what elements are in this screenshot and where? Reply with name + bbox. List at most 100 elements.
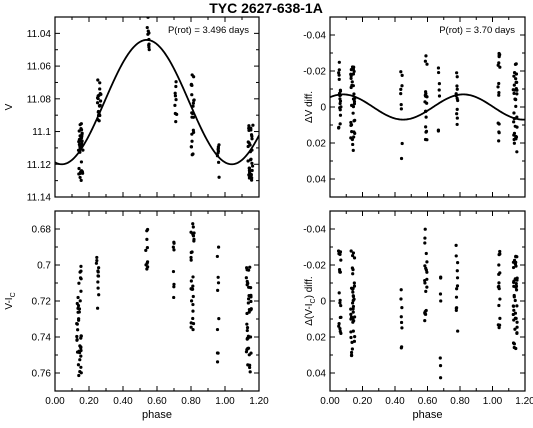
data-point [399,156,404,161]
data-point [76,363,81,367]
data-point [436,70,441,75]
data-point [245,328,249,333]
data-point [454,306,458,310]
y-axis-label: V [4,103,15,110]
data-point [249,128,253,132]
data-point [249,173,253,177]
data-point [455,276,460,280]
data-point [338,252,342,256]
data-point [497,139,501,143]
period-annotation: P(rot) = 3.496 days [168,25,249,36]
data-point [191,152,195,156]
data-point [191,284,195,288]
data-point [217,160,221,164]
data-point [245,268,249,272]
data-point [95,258,99,263]
data-point [192,75,196,79]
y-axis-label: V-IC [4,292,17,309]
data-point [147,45,151,49]
data-point [514,316,518,321]
data-point [353,335,357,339]
data-point [456,329,460,333]
data-point [423,312,428,316]
data-point [250,178,254,182]
y-tick-label: 0.76 [32,369,52,380]
y-tick-label: 0.72 [32,297,52,308]
data-point [77,373,81,378]
data-point [498,297,502,301]
data-point [425,62,429,66]
data-point [172,282,176,286]
data-point [424,54,428,58]
data-point [79,346,83,350]
data-point [349,317,353,321]
data-point [191,316,195,321]
data-point [216,275,220,279]
data-point [77,137,82,142]
fit-curve [330,93,525,121]
data-point [215,327,220,332]
data-point [217,143,221,147]
y-tick-label: 11.12 [27,160,52,171]
data-point [512,111,516,115]
data-point [189,258,193,262]
data-point [423,278,427,283]
data-point [189,145,193,149]
data-point [423,319,427,323]
data-point [78,175,82,180]
data-point [189,287,193,291]
data-point [246,297,251,301]
data-point [424,125,428,129]
data-point [515,255,519,259]
y-tick-label: 11.1 [32,127,51,138]
data-point [351,251,356,255]
data-point [436,128,441,132]
data-point [173,94,178,98]
y-tick-label: 0.74 [32,333,52,344]
data-point [77,318,81,322]
data-point [514,87,518,91]
data-point [97,293,101,297]
data-point [173,91,177,95]
data-point [513,311,518,315]
data-point [81,148,85,152]
data-point [79,127,83,131]
data-point [250,161,254,165]
data-point [515,331,519,335]
data-point [248,265,252,269]
data-point [455,75,459,79]
data-point [424,266,428,270]
data-point [497,93,501,97]
data-point [79,269,83,273]
data-point [189,230,193,234]
data-point [425,101,429,105]
data-point [349,76,353,80]
panel-dV: -0.04 -0.02 0 0.02 0.04 ΔV diff. P(rot) = 3.70… [303,16,526,198]
data-point [337,125,341,129]
x-tick-label: 0.20 [353,396,373,407]
data-point [498,249,502,254]
data-point [497,130,501,134]
data-point [190,111,194,115]
data-point [250,164,255,168]
data-point [400,326,404,330]
data-point [352,256,357,260]
data-point [349,85,353,90]
data-point [352,281,356,285]
data-point [172,248,176,252]
x-tick-label: 0.00 [320,396,340,407]
data-point [515,304,519,308]
data-point [498,271,502,275]
data-point [514,104,518,108]
data-point [455,284,460,288]
data-point [515,320,519,324]
data-point [515,150,519,154]
data-point [338,122,342,126]
data-point [80,131,84,135]
data-point [76,306,80,310]
data-point [352,99,357,104]
data-point [171,269,176,274]
data-point [338,88,343,92]
data-group [330,51,525,161]
data-point [98,99,103,103]
